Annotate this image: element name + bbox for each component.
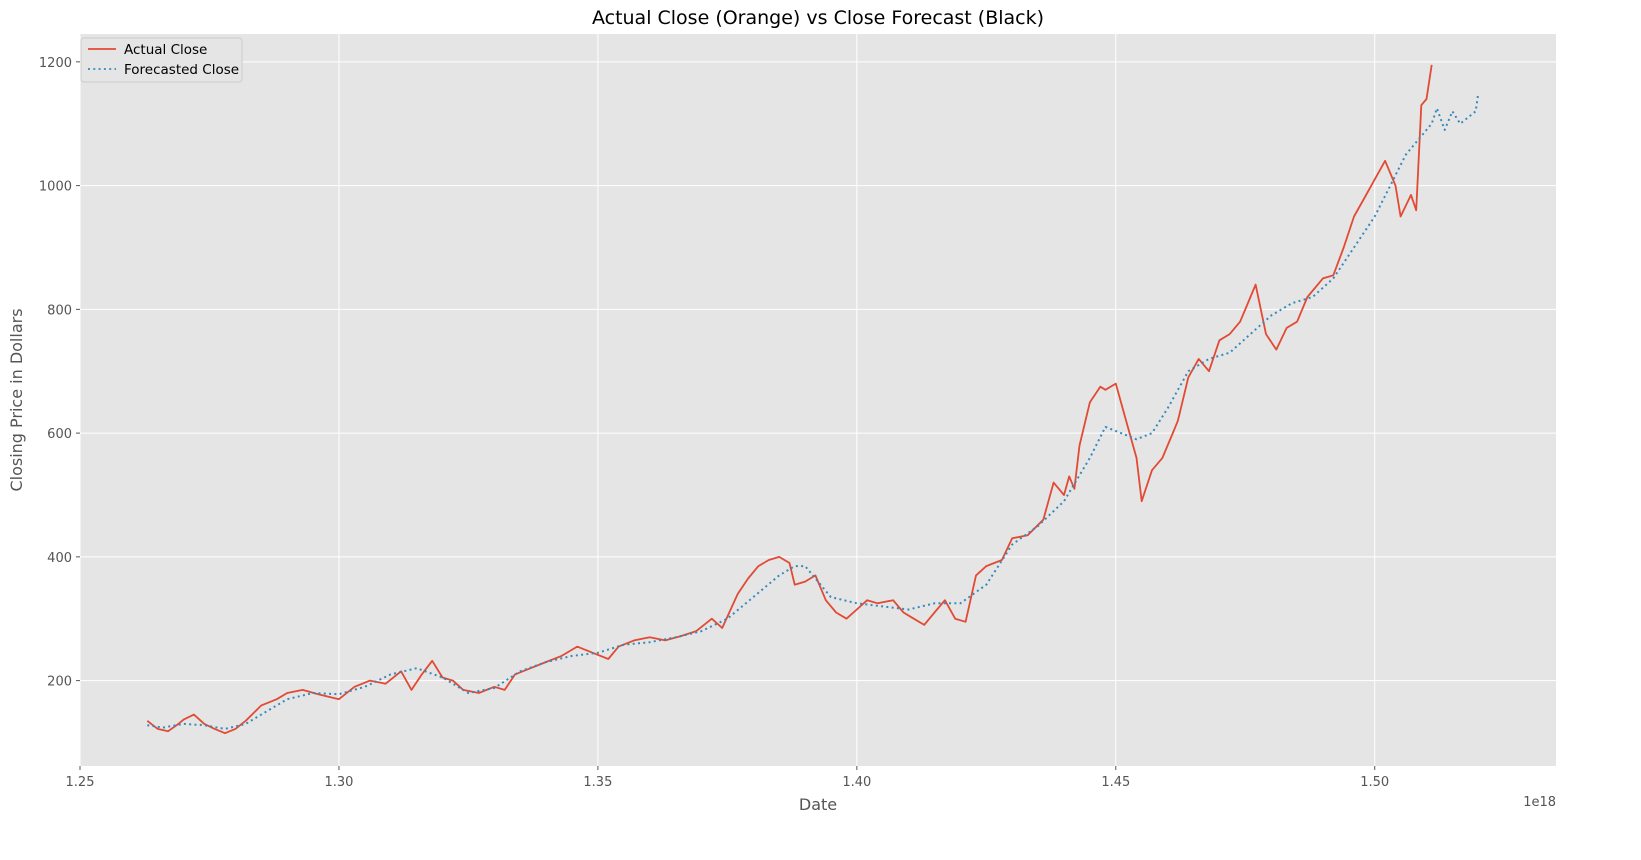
y-tick-label: 600 — [47, 427, 72, 442]
series-layer — [146, 64, 1480, 735]
x-tick-label: 1.40 — [842, 775, 871, 790]
legend-label-forecasted-close: Forecasted Close — [124, 62, 239, 78]
x-tick-label: 1.35 — [583, 775, 612, 790]
y-tick-label: 1000 — [39, 180, 72, 195]
legend-label-actual-close: Actual Close — [124, 42, 207, 58]
y-tick-label: 200 — [47, 675, 72, 690]
legend-box — [80, 37, 243, 83]
y-tick-label: 800 — [47, 303, 72, 318]
x-tick-label: 1.50 — [1360, 775, 1389, 790]
x-tick-label: 1.30 — [324, 775, 353, 790]
x-tick-label: 1.45 — [1101, 775, 1130, 790]
x-axis-offset-label: 1e18 — [1523, 795, 1556, 810]
x-tick-label: 1.25 — [66, 775, 95, 790]
y-tick-label: 1200 — [39, 56, 72, 71]
grid — [79, 34, 1556, 766]
y-axis-label: Closing Price in Dollars — [7, 308, 26, 491]
legend: Actual Close Forecasted Close — [80, 37, 243, 83]
chart-title: Actual Close (Orange) vs Close Forecast … — [592, 7, 1044, 29]
x-axis-ticks: 1.25 1.30 1.35 1.40 1.45 1.50 — [66, 766, 1389, 790]
series-line-actual-close — [146, 64, 1433, 735]
x-axis-label: Date — [799, 795, 837, 814]
y-tick-label: 400 — [47, 551, 72, 566]
series-line-forecasted-close — [147, 92, 1480, 730]
plot-area — [80, 34, 1556, 766]
y-axis-ticks: 200 400 600 800 1000 1200 — [39, 56, 80, 690]
